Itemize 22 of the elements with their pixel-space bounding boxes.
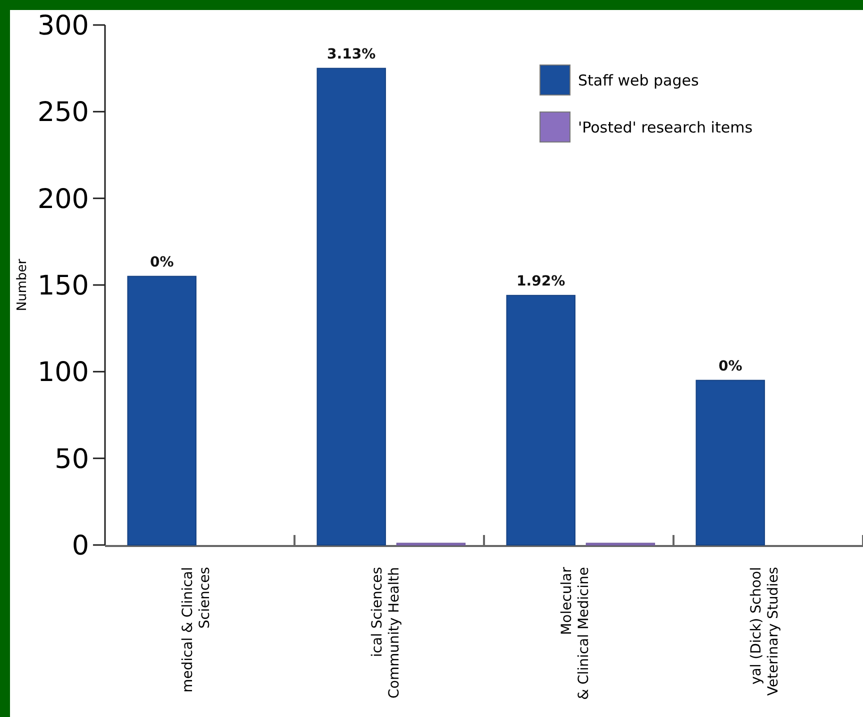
y-axis-title: Number — [15, 258, 30, 312]
annotation: 3.13% — [327, 46, 376, 62]
bar — [506, 294, 576, 546]
legend-label: 'Posted' research items — [578, 118, 753, 136]
y-tick-label: 250 — [37, 97, 89, 128]
bar — [127, 276, 196, 546]
bar — [696, 380, 765, 546]
x-tick-label: Molecular & Clinical Medicine — [558, 566, 592, 700]
y-tick-label: 300 — [37, 10, 89, 42]
y-tick-label: 100 — [37, 357, 89, 388]
x-tick-label: ical Sciences Community Health — [369, 567, 402, 698]
y-tick-label: 150 — [37, 270, 89, 302]
annotation: 0% — [150, 254, 174, 270]
y-tick-label: 200 — [37, 184, 89, 215]
x-tick-label: yal (Dick) School Veterinary Studies — [748, 567, 782, 696]
x-tick-label: medical & Clinical Sciences — [180, 567, 213, 692]
bar — [316, 68, 386, 546]
annotation: 1.92% — [516, 273, 566, 290]
annotation: 0% — [718, 358, 742, 374]
y-tick-label: 50 — [54, 444, 89, 475]
y-tick-label: 0 — [72, 530, 89, 562]
legend-label: Staff web pages — [578, 71, 699, 90]
